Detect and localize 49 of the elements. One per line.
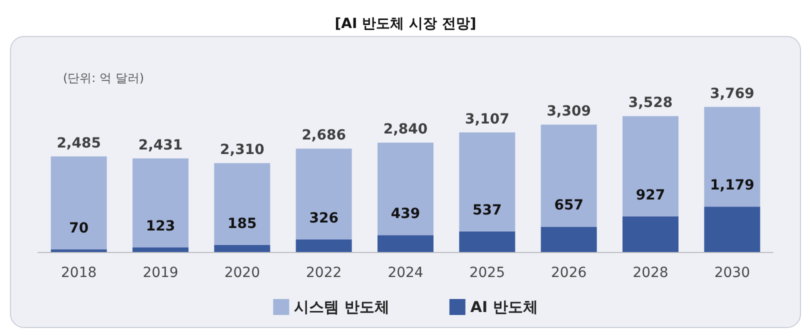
- total-label: 2,485: [56, 135, 101, 152]
- bar: [622, 216, 678, 252]
- total-label: 3,107: [465, 111, 510, 128]
- data-label: 439: [390, 206, 420, 222]
- data-label: 537: [472, 202, 502, 218]
- bar: [214, 244, 270, 252]
- bar: [378, 235, 434, 252]
- bar: [540, 124, 597, 227]
- x-tick-label: 2019: [142, 265, 178, 281]
- bar: [50, 249, 107, 252]
- bar: [704, 106, 760, 207]
- bar: [378, 142, 434, 236]
- legend-label: AI 반도체: [470, 298, 538, 316]
- bar: [296, 239, 352, 252]
- bar: [540, 226, 597, 252]
- x-tick-label: 2018: [61, 265, 97, 281]
- bar: [50, 156, 107, 250]
- legend-label: 시스템 반도체: [294, 298, 390, 316]
- total-label: 3,309: [546, 104, 591, 120]
- total-label: 3,528: [628, 95, 673, 112]
- data-label: 185: [228, 216, 257, 232]
- x-tick-label: 2030: [714, 265, 750, 281]
- total-label: 3,769: [710, 86, 754, 102]
- x-tick-label: 2024: [388, 265, 424, 281]
- x-tick-label: 2022: [306, 265, 342, 281]
- total-label: 2,840: [383, 122, 428, 138]
- total-label: 2,310: [220, 142, 265, 158]
- data-label: 1,179: [710, 178, 754, 194]
- bar: [459, 132, 516, 232]
- text: (단위: 억 달러): [63, 71, 144, 85]
- x-tick-label: 2020: [224, 265, 260, 281]
- data-label: 927: [636, 187, 666, 204]
- total-label: 2,431: [138, 137, 183, 154]
- x-tick-label: 2025: [469, 265, 505, 281]
- total-label: 2,686: [302, 128, 346, 144]
- data-label: 657: [554, 198, 584, 214]
- bar: [704, 206, 760, 252]
- chart-title: [AI 반도체 시장 전망]: [334, 16, 476, 32]
- bar: [296, 148, 352, 240]
- data-label: 70: [69, 220, 89, 236]
- x-tick-label: 2026: [551, 265, 587, 281]
- bar: [132, 247, 188, 252]
- data-label: 123: [146, 218, 176, 234]
- bar: [214, 163, 270, 245]
- bar: [459, 231, 516, 252]
- x-tick-label: 2028: [632, 265, 668, 281]
- data-label: 326: [309, 210, 338, 226]
- bar: [132, 158, 188, 248]
- bar: [622, 116, 678, 216]
